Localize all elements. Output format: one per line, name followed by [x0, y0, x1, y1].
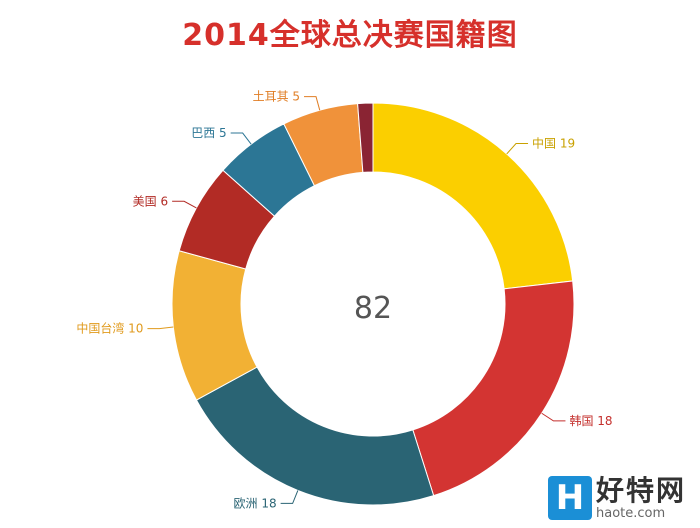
leader-line-6	[304, 96, 321, 111]
leader-line-2	[280, 490, 299, 504]
slice-labels: 中国 19 韩国 18 欧洲 18 中国台湾 10 美国 6 巴西 5 土耳其 5	[76, 90, 612, 511]
donut-slice-7	[357, 102, 374, 173]
donut-slice-2	[195, 366, 435, 506]
leader-line-5	[230, 132, 252, 145]
leader-line-1	[541, 412, 566, 422]
slice-label-5: 巴西 5	[191, 126, 226, 140]
donut-slice-1	[412, 280, 575, 497]
slice-label-1: 韩国 18	[569, 413, 612, 428]
leader-line-4	[172, 200, 197, 209]
leader-line-3	[147, 326, 174, 330]
slice-label-4: 美国 6	[133, 194, 168, 208]
leader-line-0	[506, 142, 529, 155]
slice-label-2: 欧洲 18	[234, 496, 277, 510]
chart-title: 2014全球总决赛国籍图	[182, 18, 518, 53]
slice-label-3: 中国台湾 10	[76, 321, 143, 336]
donut-slices	[171, 102, 575, 506]
watermark-url: haote.com	[596, 505, 666, 521]
watermark: H 好特网 haote.com	[548, 471, 696, 525]
slice-label-0: 中国 19	[532, 135, 575, 150]
watermark-logo: H	[548, 476, 592, 520]
watermark-name: 好特网	[596, 473, 687, 507]
center-total: 82	[354, 291, 392, 326]
slice-label-6: 土耳其 5	[253, 90, 300, 104]
donut-slice-0	[372, 102, 574, 290]
